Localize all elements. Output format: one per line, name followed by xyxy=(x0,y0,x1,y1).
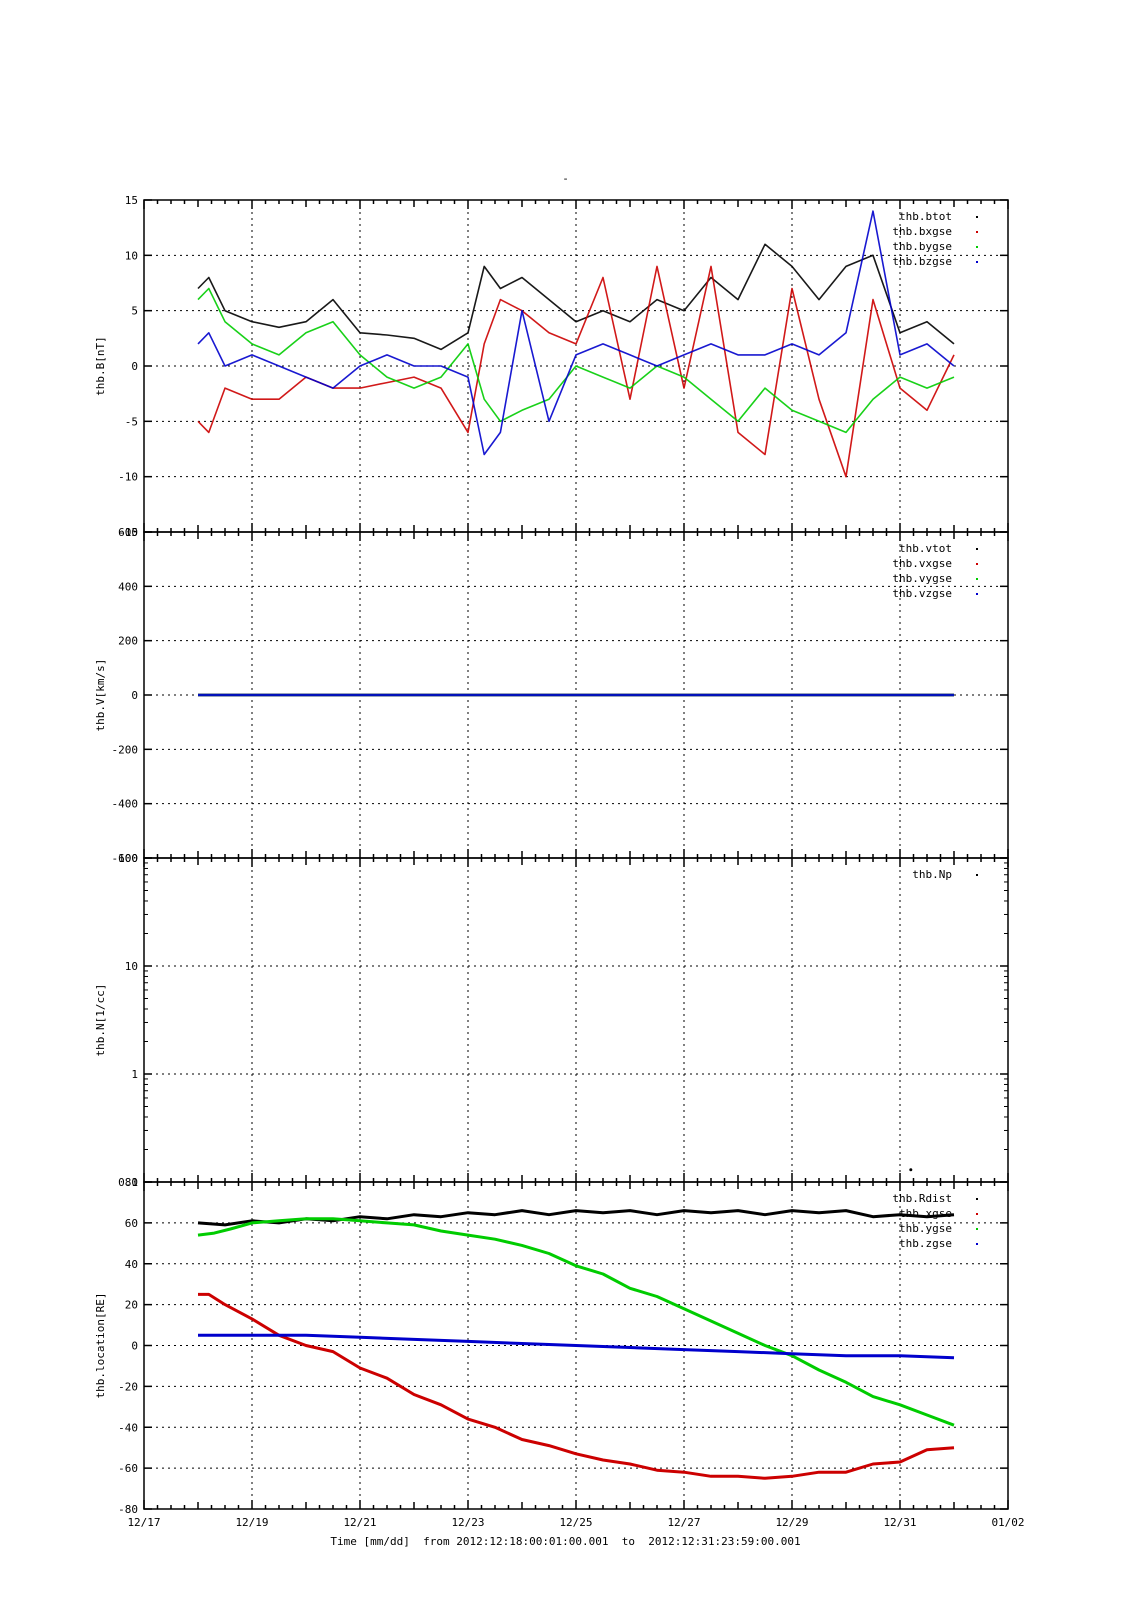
panel-dens: 0.1 1 10 100 thb.N[1/cc] thb.Np xyxy=(94,852,1009,1189)
y-tick-label: 100 xyxy=(118,852,138,865)
panel-loc: -80 -60 -40 -20 0 20 40 60 80 thb.location[RE] 12/… xyxy=(94,1176,1025,1529)
legend-label: thb.vzgse xyxy=(892,587,952,600)
series-thb.bzgse xyxy=(197,210,955,456)
x-axis-caption: Time [mm/dd] from 2012:12:18:00:01:00.00… xyxy=(330,1535,801,1548)
legend-label: thb.zgse xyxy=(899,1237,952,1250)
legend-label: thb.btot xyxy=(899,210,952,223)
legend-marker xyxy=(976,593,978,595)
y-tick-label: 200 xyxy=(118,635,138,648)
series-thb.ygse xyxy=(197,1217,955,1427)
legend-marker xyxy=(976,231,978,233)
y-tick-label: 40 xyxy=(125,1258,138,1271)
y-axis-label: thb.location[RE] xyxy=(94,1293,107,1399)
legend-label: thb.vxgse xyxy=(892,557,952,570)
legend-marker xyxy=(976,578,978,580)
legend-marker xyxy=(976,1228,978,1230)
y-tick-label: 10 xyxy=(125,249,138,262)
legend-marker xyxy=(976,1243,978,1245)
legend-label: thb.vtot xyxy=(899,542,952,555)
legend-marker xyxy=(976,246,978,248)
y-tick-label: 10 xyxy=(125,960,138,973)
y-axis-label: thb.V[km/s] xyxy=(94,659,107,732)
y-tick-label: -60 xyxy=(118,1462,138,1475)
y-tick-label: 0 xyxy=(131,360,138,373)
x-tick-label: 12/29 xyxy=(775,1516,808,1529)
y-tick-label: 600 xyxy=(118,526,138,539)
legend-marker xyxy=(976,548,978,550)
x-tick-label: 12/19 xyxy=(235,1516,268,1529)
y-tick-label: 0 xyxy=(131,689,138,702)
panel-mag: -15 -10 -5 0 5 10 15 thb.B[nT] thb.btot thb.bxgse… xyxy=(94,194,1009,539)
legend-marker xyxy=(976,874,978,876)
y-tick-label: -20 xyxy=(118,1380,138,1393)
y-axis-label: thb.N[1/cc] xyxy=(94,984,107,1057)
legend-marker xyxy=(976,216,978,218)
x-tick-label: 12/25 xyxy=(559,1516,592,1529)
legend-label: thb.xgse xyxy=(899,1207,952,1220)
series-thb.zgse xyxy=(198,1333,955,1360)
legend-label: thb.Np xyxy=(912,868,952,881)
series-thb.xgse xyxy=(198,1292,955,1480)
y-tick-label: 5 xyxy=(131,305,138,318)
x-tick-label: 12/21 xyxy=(343,1516,376,1529)
y-tick-label: -80 xyxy=(118,1503,138,1516)
y-tick-label: -15 xyxy=(118,526,138,539)
x-tick-label: 12/27 xyxy=(667,1516,700,1529)
legend-label: thb.vygse xyxy=(892,572,952,585)
x-tick-label: 12/17 xyxy=(127,1516,160,1529)
y-tick-label: -400 xyxy=(112,798,139,811)
legend-label: thb.bzgse xyxy=(892,255,952,268)
y-tick-label: -40 xyxy=(118,1421,138,1434)
legend-marker xyxy=(976,1213,978,1215)
y-axis-label: thb.B[nT] xyxy=(94,336,107,396)
y-tick-label: -10 xyxy=(118,471,138,484)
series-thb.bygse xyxy=(197,287,955,434)
page-title: - xyxy=(562,172,569,185)
legend-marker xyxy=(976,261,978,263)
y-tick-label: 60 xyxy=(125,1217,138,1230)
x-tick-label: 01/02 xyxy=(991,1516,1024,1529)
y-tick-label: 0 xyxy=(131,1340,138,1353)
legend-marker xyxy=(976,1198,978,1200)
panel-vel: -600 -400 -200 0 200 400 600 thb.V[km/s] thb.vto… xyxy=(94,526,1009,865)
y-tick-label: 400 xyxy=(118,580,138,593)
y-tick-label: -200 xyxy=(112,743,139,756)
legend-marker xyxy=(976,563,978,565)
x-tick-label: 12/23 xyxy=(451,1516,484,1529)
legend-label: thb.Rdist xyxy=(892,1192,952,1205)
legend-label: thb.bxgse xyxy=(892,225,952,238)
y-tick-label: 1 xyxy=(131,1068,138,1081)
series-thb.btot xyxy=(197,243,955,351)
legend-label: thb.bygse xyxy=(892,240,952,253)
y-tick-label: -600 xyxy=(112,852,139,865)
x-tick-label: 12/31 xyxy=(883,1516,916,1529)
legend-label: thb.ygse xyxy=(899,1222,952,1235)
y-tick-label: 80 xyxy=(125,1176,138,1189)
y-tick-label: -5 xyxy=(125,415,138,428)
series-thb.Np xyxy=(909,1168,913,1172)
y-tick-label: 0.1 xyxy=(118,1176,138,1189)
y-tick-label: 15 xyxy=(125,194,138,207)
y-tick-label: 20 xyxy=(125,1299,138,1312)
